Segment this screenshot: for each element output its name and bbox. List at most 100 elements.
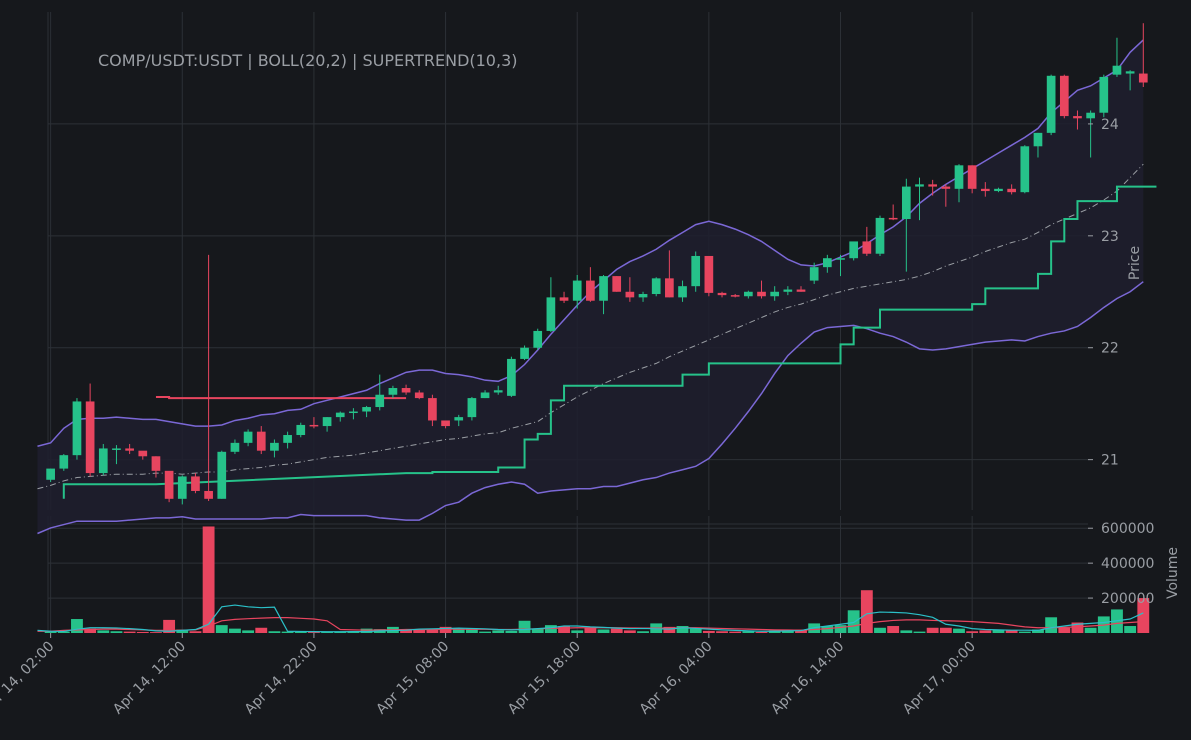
- volume-bar: [1058, 627, 1071, 633]
- volume-bar: [847, 610, 860, 633]
- volume-bar: [465, 628, 478, 633]
- candle-body: [1073, 116, 1082, 119]
- volume-bar: [676, 626, 689, 633]
- volume-bar: [189, 631, 202, 633]
- candle-body: [888, 217, 898, 220]
- candle-body: [770, 291, 780, 297]
- supertrend-down-line: [155, 395, 407, 400]
- candle-body: [454, 417, 464, 421]
- volume-bar: [242, 630, 255, 633]
- supertrend-up-line: [62, 185, 1157, 499]
- volume-bar: [97, 630, 110, 633]
- candle-body: [691, 255, 701, 287]
- candle-body: [533, 330, 543, 348]
- volume-bar: [136, 631, 149, 633]
- candle-body: [46, 468, 55, 480]
- volume-panel: [37, 526, 1150, 633]
- candle-body: [796, 289, 806, 292]
- volume-bar: [452, 629, 465, 633]
- volume-bar: [531, 628, 544, 633]
- volume-bar: [781, 630, 794, 633]
- candle-body: [507, 358, 516, 396]
- volume-bar: [268, 631, 281, 633]
- volume-bar: [874, 627, 886, 633]
- candle-body: [559, 297, 569, 301]
- candle-body: [1059, 75, 1069, 117]
- candle-body: [665, 278, 674, 298]
- volume-tick-label: 200000: [1101, 591, 1154, 607]
- volume-bar: [426, 628, 439, 633]
- candle-body: [941, 186, 951, 189]
- candle-body: [954, 165, 964, 189]
- volume-bar: [1045, 617, 1058, 633]
- candle-body: [296, 424, 306, 436]
- volume-bar: [558, 626, 570, 633]
- volume-bar: [57, 631, 70, 633]
- candle-body: [638, 294, 648, 298]
- candle-body: [98, 448, 108, 474]
- candle-body: [730, 295, 740, 297]
- candle-body: [757, 291, 766, 297]
- candle-body: [388, 388, 398, 395]
- candle-body: [72, 401, 82, 456]
- volume-bar: [702, 630, 715, 633]
- price-tick-label: 23: [1101, 229, 1119, 245]
- volume-ma-slow-line: [37, 617, 1144, 632]
- candle-body: [572, 280, 582, 301]
- volume-bar: [110, 631, 123, 633]
- volume-bar: [202, 526, 215, 633]
- candle-body: [836, 258, 845, 260]
- candle-body: [612, 276, 622, 292]
- volume-ma-fast-line: [37, 604, 1144, 633]
- candle-body: [191, 476, 200, 491]
- volume-bar: [492, 630, 505, 633]
- volume-bar: [939, 627, 952, 633]
- candle-body: [546, 297, 556, 331]
- volume-bar: [1071, 622, 1084, 633]
- candle-body: [1099, 76, 1109, 113]
- candle-body: [651, 278, 661, 295]
- candle-body: [401, 388, 411, 393]
- volume-bar: [966, 631, 979, 633]
- candle-body: [809, 267, 819, 281]
- bollinger-band-fill: [37, 39, 1144, 534]
- candle-body: [428, 398, 437, 421]
- volume-bar: [44, 630, 57, 633]
- price-panel: [37, 23, 1157, 535]
- candle-body: [480, 392, 490, 399]
- volume-bar: [953, 628, 965, 633]
- candle-body: [204, 490, 213, 499]
- volume-bar: [860, 590, 873, 633]
- candle-body: [493, 390, 503, 393]
- volume-bar: [1005, 630, 1018, 633]
- volume-bar: [400, 629, 412, 633]
- candle-body: [915, 184, 924, 187]
- candle-body: [243, 431, 253, 443]
- volume-bar: [413, 629, 426, 633]
- volume-bar: [439, 626, 452, 633]
- candle-body: [85, 401, 95, 474]
- candle-body: [717, 292, 727, 296]
- candle-body: [270, 442, 279, 451]
- candle-body: [875, 217, 885, 254]
- volume-bar: [518, 620, 531, 633]
- volume-bar: [663, 626, 676, 633]
- candle-body: [822, 258, 832, 268]
- candle-body: [349, 411, 358, 414]
- volume-bar: [1018, 631, 1031, 633]
- candle-body: [625, 291, 635, 298]
- volume-bar: [163, 619, 176, 633]
- volume-bar: [1124, 626, 1137, 633]
- candle-body: [362, 407, 371, 412]
- volume-bar: [755, 631, 768, 633]
- volume-bar: [597, 629, 610, 633]
- volume-bar: [623, 630, 636, 633]
- volume-bar: [716, 631, 728, 633]
- volume-axis-title: Volume: [1165, 547, 1181, 599]
- candle-body: [283, 435, 292, 443]
- candle-body: [744, 291, 753, 297]
- volume-bar: [123, 631, 136, 633]
- candle-body: [138, 450, 148, 457]
- volume-bar: [215, 625, 228, 633]
